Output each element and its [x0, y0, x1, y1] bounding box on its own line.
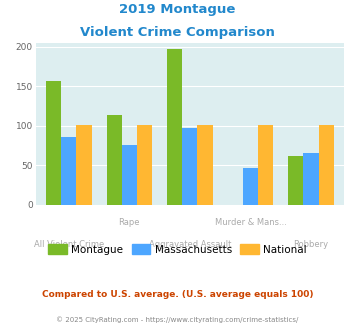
- Text: 2019 Montague: 2019 Montague: [119, 3, 236, 16]
- Bar: [258, 125, 273, 205]
- Bar: [197, 125, 213, 205]
- Bar: [61, 137, 76, 205]
- Text: Aggravated Assault: Aggravated Assault: [149, 240, 231, 249]
- Text: Robbery: Robbery: [294, 240, 329, 249]
- Bar: [122, 146, 137, 205]
- Bar: [76, 125, 92, 205]
- Legend: Montague, Massachusetts, National: Montague, Massachusetts, National: [44, 240, 311, 259]
- Text: Violent Crime Comparison: Violent Crime Comparison: [80, 26, 275, 39]
- Text: All Violent Crime: All Violent Crime: [34, 240, 104, 249]
- Bar: [304, 153, 319, 205]
- Bar: [243, 168, 258, 205]
- Bar: [319, 125, 334, 205]
- Bar: [288, 156, 304, 205]
- Bar: [137, 125, 152, 205]
- Bar: [167, 49, 182, 205]
- Text: Rape: Rape: [119, 217, 140, 226]
- Text: Murder & Mans...: Murder & Mans...: [214, 217, 286, 226]
- Text: Compared to U.S. average. (U.S. average equals 100): Compared to U.S. average. (U.S. average …: [42, 290, 313, 299]
- Bar: [106, 115, 122, 205]
- Bar: [182, 128, 197, 205]
- Bar: [46, 81, 61, 205]
- Text: © 2025 CityRating.com - https://www.cityrating.com/crime-statistics/: © 2025 CityRating.com - https://www.city…: [56, 317, 299, 323]
